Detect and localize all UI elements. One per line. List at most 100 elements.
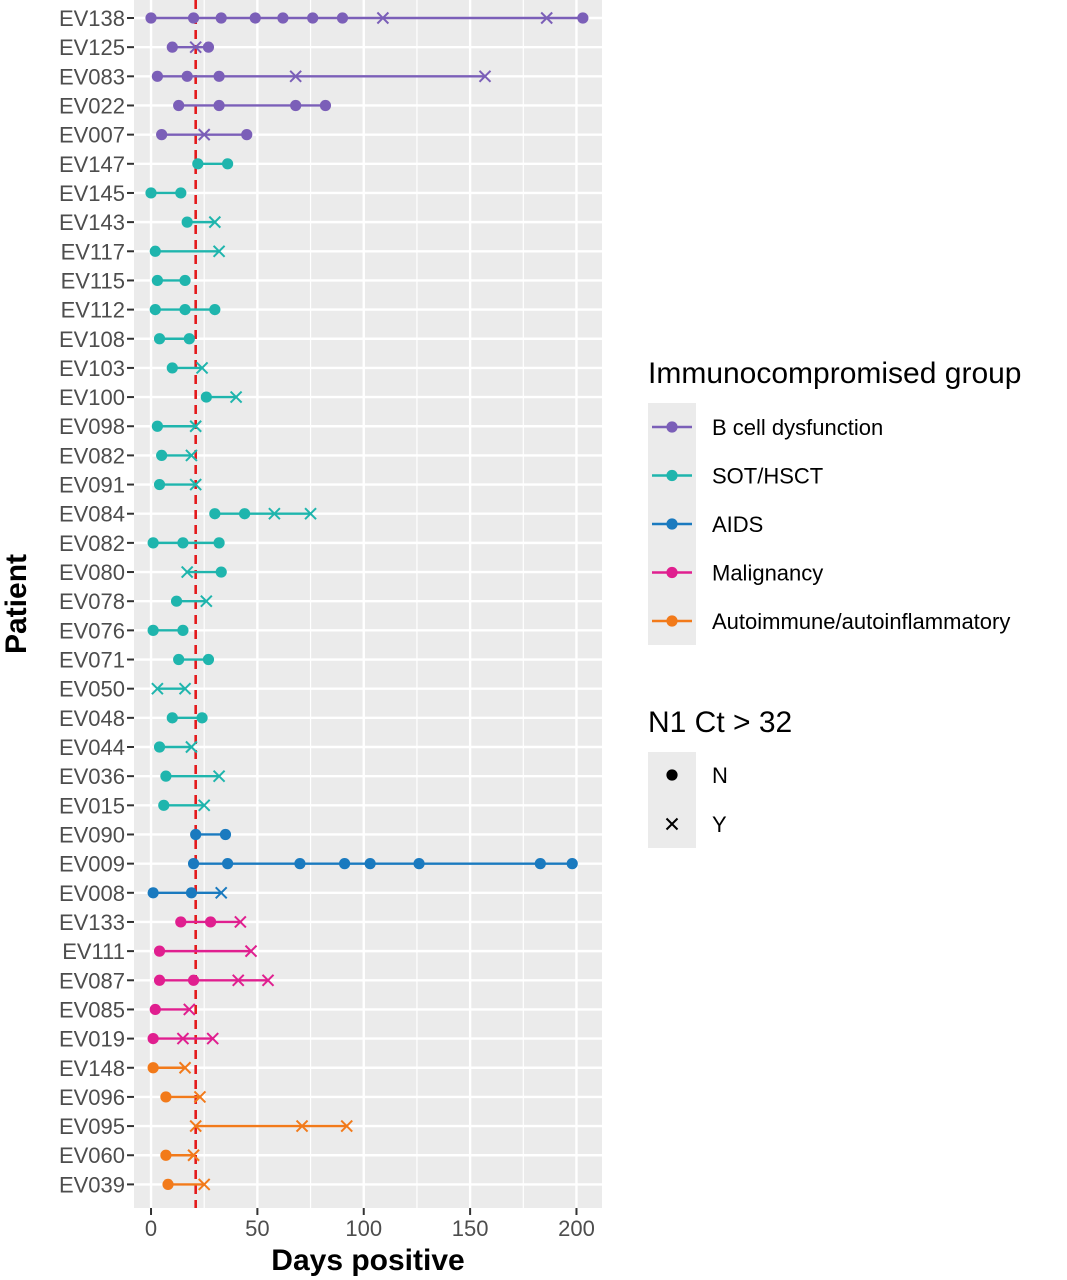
legend-title-shape: N1 Ct > 32 — [648, 706, 792, 739]
patient-series — [147, 1032, 219, 1045]
y-tick-label: EV022 — [59, 93, 125, 118]
data-point-dot — [151, 70, 163, 82]
data-point-dot — [145, 12, 157, 24]
data-point-dot — [202, 653, 215, 666]
data-point-dot — [209, 304, 221, 316]
patient-series — [166, 712, 208, 724]
legend-title-group: Immunocompromised group — [648, 357, 1022, 390]
y-tick-label: EV147 — [59, 152, 125, 177]
data-point-dot — [200, 391, 212, 403]
patient-series — [160, 769, 226, 783]
y-tick-label: EV117 — [61, 239, 125, 264]
y-tick-label: EV111 — [62, 939, 125, 964]
data-point-dot — [156, 129, 168, 141]
patient-series — [147, 1061, 192, 1074]
data-point-dot — [534, 858, 546, 870]
data-point-cross — [478, 70, 492, 83]
data-point-dot — [179, 274, 191, 287]
series-layer — [145, 11, 589, 1191]
x-tick-label: 50 — [245, 1216, 269, 1241]
data-point-dot — [173, 653, 185, 666]
data-point-cross — [376, 11, 390, 25]
data-point-cross — [206, 1032, 219, 1045]
data-point-cross — [289, 70, 302, 83]
data-point-cross — [195, 361, 209, 375]
data-point-dot — [222, 858, 234, 870]
patient-series — [173, 99, 332, 112]
data-point-dot — [202, 41, 215, 53]
y-tick-label: EV090 — [59, 822, 125, 847]
data-point-cross — [215, 886, 228, 900]
data-point-dot — [160, 1091, 172, 1103]
data-point-dot — [339, 858, 351, 870]
data-point-cross — [176, 1032, 190, 1045]
y-tick-label: EV112 — [61, 298, 125, 323]
data-point-dot — [147, 537, 159, 549]
y-tick-label: EV009 — [59, 852, 125, 877]
data-point-cross — [180, 565, 194, 579]
legend-label: Malignancy — [712, 561, 823, 586]
data-point-cross — [208, 215, 222, 229]
data-point-dot — [147, 624, 159, 636]
legend-label: AIDS — [712, 512, 763, 537]
data-point-dot — [319, 99, 332, 112]
data-point-dot — [364, 858, 376, 870]
data-point-dot — [151, 420, 163, 432]
patient-series — [153, 333, 195, 345]
legend-label: B cell dysfunction — [712, 415, 883, 440]
data-point-dot — [153, 974, 166, 986]
data-point-dot — [175, 187, 187, 199]
y-axis-title: Patient — [0, 554, 33, 654]
data-point-cross — [187, 1149, 200, 1162]
data-point-cross — [197, 799, 211, 812]
patient-series — [156, 449, 198, 462]
x-tick-label: 200 — [558, 1216, 595, 1241]
data-point-dot — [222, 158, 234, 170]
data-point-dot — [577, 12, 589, 24]
plot-background — [134, 0, 602, 1208]
data-point-cross — [212, 245, 226, 258]
patient-series — [151, 420, 202, 433]
data-point-dot — [196, 712, 208, 724]
data-point-dot — [147, 1062, 159, 1074]
data-point-cross — [212, 769, 226, 783]
y-tick-label: EV060 — [59, 1143, 125, 1168]
data-point-dot — [147, 1033, 159, 1045]
y-tick-label: EV048 — [59, 706, 125, 731]
data-point-dot — [336, 12, 349, 24]
data-point-cross — [189, 478, 202, 491]
y-tick-label: EV078 — [59, 589, 125, 614]
data-point-cross — [185, 740, 198, 754]
y-tick-label: EV087 — [59, 968, 125, 993]
patient-series — [160, 1149, 200, 1162]
y-tick-label: EV044 — [59, 735, 125, 760]
patient-series — [151, 682, 192, 695]
patient-series — [209, 507, 317, 520]
patient-series — [187, 858, 578, 870]
data-point-dot — [213, 70, 225, 82]
legend-key-dot — [666, 469, 678, 482]
patient-series — [153, 478, 202, 491]
y-tick-label: EV050 — [59, 677, 125, 702]
data-point-dot — [249, 12, 261, 24]
y-tick-label: EV071 — [59, 648, 125, 673]
x-axis-title: Days positive — [271, 1244, 464, 1277]
data-point-dot — [153, 945, 166, 957]
legend-label: Autoimmune/autoinflammatory — [712, 609, 1010, 634]
y-tick-label: EV096 — [59, 1085, 125, 1110]
y-tick-label: EV115 — [61, 268, 125, 293]
x-tick-label: 150 — [452, 1216, 489, 1241]
y-tick-label: EV138 — [59, 6, 125, 31]
data-point-dot — [213, 537, 225, 549]
data-point-dot — [166, 712, 178, 724]
patient-series — [145, 187, 187, 199]
data-point-dot — [153, 741, 166, 753]
y-tick-label: EV039 — [59, 1172, 125, 1197]
y-tick-label: EV085 — [59, 997, 125, 1022]
data-point-cross — [197, 128, 211, 141]
data-point-dot — [187, 974, 200, 986]
y-tick-label: EV084 — [59, 502, 125, 527]
y-tick-label: EV103 — [59, 356, 125, 381]
data-point-dot — [160, 1149, 172, 1161]
patient-series — [151, 274, 191, 287]
